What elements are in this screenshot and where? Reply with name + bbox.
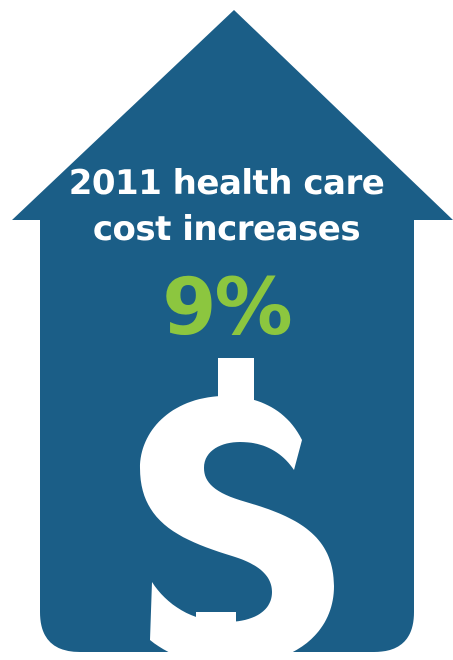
- headline-line-1: 2011 health care: [68, 163, 385, 203]
- headline: 2011 health care cost increases: [0, 160, 453, 252]
- dollar-sign-s-curve: [140, 395, 334, 660]
- percent-value: 9%: [162, 263, 292, 353]
- house-arrow-body: [12, 10, 453, 652]
- headline-line-2: cost increases: [92, 209, 361, 249]
- dollar-sign-icon: [140, 358, 334, 660]
